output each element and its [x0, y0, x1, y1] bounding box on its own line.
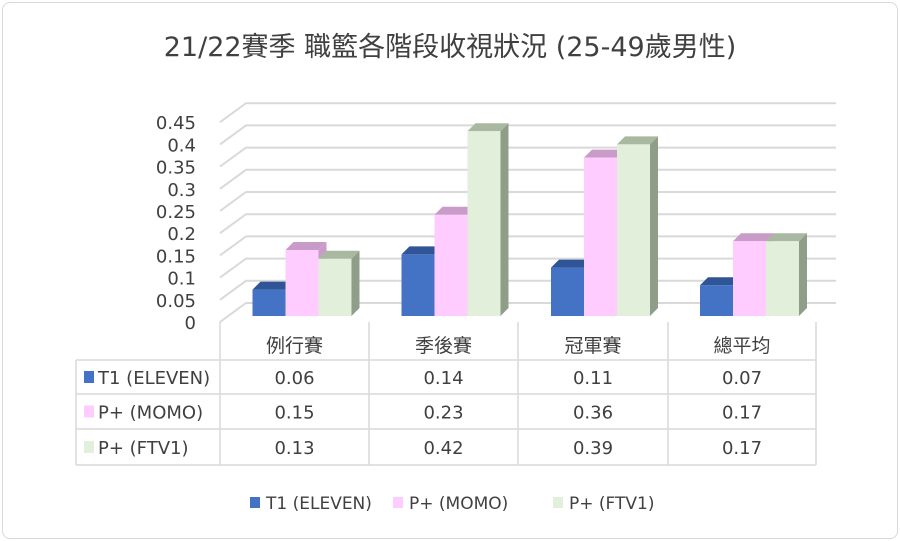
category-label: 例行賽 [266, 335, 323, 357]
gridline [219, 213, 836, 235]
y-tick-label: 0.1 [167, 269, 196, 290]
table-cell: 0.36 [573, 403, 613, 424]
series-row-label: P+ (MOMO) [98, 403, 203, 424]
bar-top [318, 250, 360, 259]
table-cell: 0.07 [722, 368, 762, 389]
bar-side [351, 250, 360, 316]
bar-top [584, 149, 625, 158]
legend-label: P+ (MOMO) [409, 494, 508, 514]
bar-top [401, 246, 443, 255]
table-cell: 0.39 [573, 438, 613, 459]
bar-1-1 [434, 214, 468, 316]
table-cell: 0.42 [423, 438, 463, 459]
bar-2-3 [766, 241, 799, 316]
gridline [219, 124, 836, 146]
table-cell: 0.17 [722, 403, 762, 424]
table-cell: 0.13 [274, 438, 314, 459]
gridline [219, 146, 836, 168]
legend-label: T1 (ELEVEN) [265, 494, 372, 514]
bar-0-3 [700, 285, 733, 316]
y-tick-label: 0.45 [156, 113, 196, 134]
table-cell: 0.14 [423, 368, 463, 389]
bar-0-1 [401, 254, 435, 316]
bar-top [551, 259, 592, 268]
legend-swatch [393, 497, 403, 508]
category-label: 總平均 [713, 335, 770, 357]
series-row-label: T1 (ELEVEN) [97, 368, 210, 389]
bar-1-3 [733, 241, 766, 316]
bar-side [799, 233, 807, 316]
bar-top [434, 206, 476, 215]
bar-top [252, 281, 294, 290]
bar-0-0 [252, 289, 286, 316]
y-tick-label: 0.15 [156, 246, 196, 267]
bar-side [500, 123, 509, 316]
y-tick-label: 0.05 [156, 291, 196, 312]
legend-swatch [250, 497, 260, 508]
legend-swatch [553, 497, 563, 508]
series-row-label: P+ (FTV1) [98, 438, 189, 459]
y-tick-label: 0 [185, 313, 196, 334]
table-cell: 0.23 [423, 403, 463, 424]
gridline [219, 191, 836, 212]
bar-top [617, 136, 658, 145]
bar-1-2 [584, 157, 617, 316]
bar-top [733, 233, 774, 242]
bar-top [285, 242, 327, 250]
table-cell: 0.11 [573, 368, 613, 389]
bar-1-0 [285, 250, 319, 316]
bar-side [650, 136, 658, 316]
bar-2-2 [617, 144, 650, 316]
category-label: 冠軍賽 [564, 335, 621, 357]
bar-top [700, 277, 741, 286]
legend-label: P+ (FTV1) [569, 494, 654, 514]
bar-top [467, 123, 509, 132]
legend-key [84, 371, 94, 383]
table-cell: 0.15 [274, 403, 314, 424]
gridline [219, 102, 836, 124]
category-label: 季後賽 [415, 335, 472, 357]
y-tick-label: 0.3 [167, 180, 196, 201]
gridline [219, 168, 836, 190]
bar-top [766, 233, 807, 242]
table-cell: 0.17 [722, 438, 762, 459]
legend-key [84, 441, 94, 453]
y-tick-label: 0.25 [156, 202, 196, 223]
y-tick-label: 0.35 [156, 158, 196, 179]
y-tick-label: 0.4 [167, 135, 196, 156]
chart-title: 21/22賽季 職籃各階段收視狀況 (25-49歲男性) [164, 32, 737, 63]
bar-2-1 [467, 131, 501, 316]
bar-0-2 [551, 267, 584, 316]
y-tick-label: 0.2 [167, 224, 196, 245]
bar-2-0 [318, 258, 352, 316]
legend-key [84, 405, 94, 418]
table-cell: 0.06 [274, 368, 314, 389]
